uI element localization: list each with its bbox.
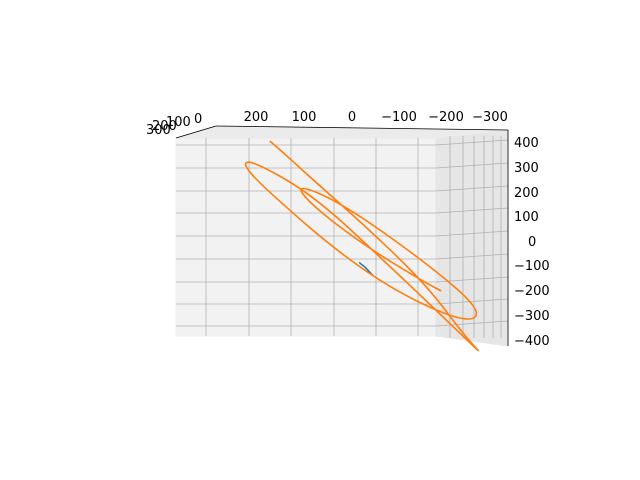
x-tick-labels: 200 100 0 −100 −200 −300 xyxy=(244,110,508,125)
y-tick-label: 300 xyxy=(146,123,171,138)
z-tick-label: 400 xyxy=(514,136,539,151)
right-pane-grid-line xyxy=(435,230,509,237)
y-tick-labels: 300 200 100 0 xyxy=(146,112,202,138)
z-tick-label: 200 xyxy=(514,186,539,201)
x-tick-label: −100 xyxy=(381,110,417,125)
axes-panes xyxy=(175,125,509,347)
x-tick-label: −300 xyxy=(472,110,508,125)
z-tick-label: 300 xyxy=(514,161,539,176)
right-pane-grid-line xyxy=(435,185,509,192)
top-axis-line xyxy=(215,125,509,131)
series-layer xyxy=(244,140,479,352)
series-line-1 xyxy=(244,140,479,352)
z-tick-label: −300 xyxy=(514,309,550,324)
z-tick-label: −400 xyxy=(514,334,550,349)
right-pane-grid-line xyxy=(435,162,509,169)
right-pane-grid-line xyxy=(435,298,509,305)
z-tick-label: −200 xyxy=(514,284,550,299)
y-tick-label: 100 xyxy=(166,115,191,130)
x-tick-label: −200 xyxy=(428,110,464,125)
z-tick-label: 0 xyxy=(528,235,536,250)
y-tick-label: 200 xyxy=(152,119,177,134)
depth-axis-line xyxy=(175,125,217,139)
right-pane-grid-line xyxy=(435,139,509,146)
x-tick-label: 100 xyxy=(292,110,317,125)
z-tick-label: −100 xyxy=(514,259,550,274)
right-pane-grid-line xyxy=(435,320,509,327)
series-line-0 xyxy=(358,261,374,277)
right-pane-grid-line xyxy=(435,207,509,214)
y-tick-label: 0 xyxy=(194,112,202,127)
right-pane-grid-line xyxy=(435,253,509,260)
x-tick-label: 200 xyxy=(244,110,269,125)
pane-edges xyxy=(175,125,509,346)
z-tick-labels: 400 300 200 100 0 −100 −200 −300 −400 xyxy=(514,136,550,349)
z-tick-label: 100 xyxy=(514,210,539,225)
x-tick-label: 0 xyxy=(348,110,356,125)
